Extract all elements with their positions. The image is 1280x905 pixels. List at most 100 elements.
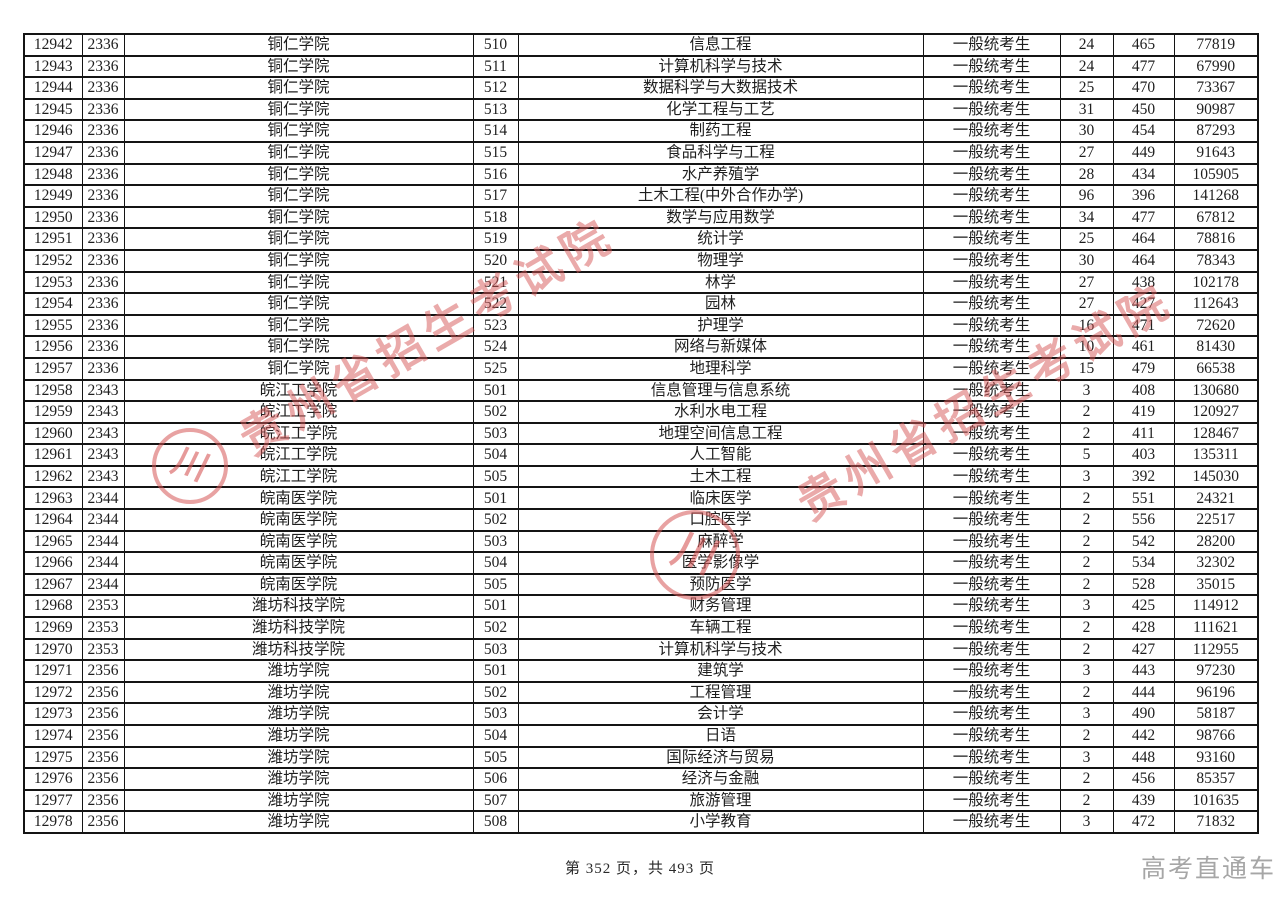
cell-seq: 12957 [23,356,83,381]
cell-major-name: 林学 [517,270,924,295]
cell-rank: 78816 [1173,227,1259,251]
cell-score: 438 [1112,270,1175,295]
cell-candidate-type: 一般统考生 [922,529,1061,554]
cell-rank: 130680 [1173,378,1259,403]
cell-candidate-type: 一般统考生 [922,97,1061,122]
cell-score: 454 [1112,119,1175,143]
cell-school-name: 潍坊学院 [123,659,474,683]
cell-rank: 120927 [1173,400,1259,424]
table-row: 12973 2356 潍坊学院 503 会计学 一般统考生 3 490 5818… [23,702,1259,726]
table-row: 12948 2336 铜仁学院 516 水产养殖学 一般统考生 28 434 1… [23,162,1259,187]
cell-count: 2 [1059,724,1114,748]
cell-count: 27 [1059,292,1114,316]
cell-candidate-type: 一般统考生 [922,140,1061,165]
cell-major-code: 523 [472,313,519,338]
cell-major-name: 人工智能 [517,443,924,467]
cell-seq: 12971 [23,659,83,683]
cell-score: 442 [1112,724,1175,748]
cell-school-name: 铜仁学院 [123,184,474,208]
brand-label: 高考直通车 [1141,856,1277,883]
cell-school-name: 铜仁学院 [123,313,474,338]
cell-major-code: 517 [472,184,519,208]
cell-school-name: 铜仁学院 [123,97,474,122]
cell-school-code: 2344 [81,572,125,597]
cell-major-name: 制药工程 [517,119,924,143]
cell-school-name: 铜仁学院 [123,162,474,187]
cell-count: 30 [1059,248,1114,273]
cell-seq: 12978 [23,810,83,834]
cell-major-code: 501 [472,594,519,619]
cell-rank: 28200 [1173,529,1259,554]
cell-school-name: 铜仁学院 [123,54,474,79]
cell-rank: 141268 [1173,184,1259,208]
cell-major-name: 统计学 [517,227,924,251]
cell-score: 443 [1112,659,1175,683]
cell-major-code: 524 [472,335,519,359]
cell-score: 449 [1112,140,1175,165]
cell-count: 2 [1059,529,1114,554]
table-row: 12972 2356 潍坊学院 502 工程管理 一般统考生 2 444 961… [23,680,1259,705]
cell-candidate-type: 一般统考生 [922,76,1061,100]
cell-seq: 12962 [23,464,83,489]
cell-candidate-type: 一般统考生 [922,616,1061,640]
cell-count: 27 [1059,270,1114,295]
cell-school-code: 2353 [81,616,125,640]
cell-school-code: 2336 [81,335,125,359]
cell-major-name: 建筑学 [517,659,924,683]
cell-school-code: 2336 [81,313,125,338]
cell-major-code: 503 [472,529,519,554]
cell-candidate-type: 一般统考生 [922,313,1061,338]
cell-candidate-type: 一般统考生 [922,508,1061,532]
cell-seq: 12954 [23,292,83,316]
table-row: 12964 2344 皖南医学院 502 口腔医学 一般统考生 2 556 22… [23,508,1259,532]
cell-seq: 12943 [23,54,83,79]
table-row: 12965 2344 皖南医学院 503 麻醉学 一般统考生 2 542 282… [23,529,1259,554]
table-row: 12958 2343 皖江工学院 501 信息管理与信息系统 一般统考生 3 4… [23,378,1259,403]
cell-count: 3 [1059,464,1114,489]
cell-major-name: 护理学 [517,313,924,338]
cell-school-code: 2336 [81,76,125,100]
cell-rank: 111621 [1173,616,1259,640]
cell-major-code: 522 [472,292,519,316]
cell-seq: 12960 [23,421,83,446]
table-row: 12959 2343 皖江工学院 502 水利水电工程 一般统考生 2 419 … [23,400,1259,424]
table-row: 12977 2356 潍坊学院 507 旅游管理 一般统考生 2 439 101… [23,788,1259,813]
cell-school-name: 潍坊学院 [123,680,474,705]
cell-score: 408 [1112,378,1175,403]
cell-major-name: 会计学 [517,702,924,726]
cell-candidate-type: 一般统考生 [922,810,1061,834]
cell-school-name: 皖江工学院 [123,421,474,446]
cell-rank: 85357 [1173,767,1259,791]
table-row: 12952 2336 铜仁学院 520 物理学 一般统考生 30 464 783… [23,248,1259,273]
cell-major-code: 501 [472,486,519,511]
cell-candidate-type: 一般统考生 [922,594,1061,619]
cell-major-name: 食品科学与工程 [517,140,924,165]
cell-count: 24 [1059,54,1114,79]
cell-school-name: 皖南医学院 [123,529,474,554]
cell-major-name: 日语 [517,724,924,748]
cell-school-code: 2353 [81,637,125,662]
cell-major-code: 505 [472,745,519,770]
cell-major-code: 520 [472,248,519,273]
cell-school-name: 潍坊学院 [123,724,474,748]
cell-rank: 90987 [1173,97,1259,122]
cell-school-code: 2343 [81,378,125,403]
cell-school-name: 铜仁学院 [123,140,474,165]
cell-major-name: 水利水电工程 [517,400,924,424]
cell-seq: 12959 [23,400,83,424]
cell-score: 403 [1112,443,1175,467]
cell-count: 24 [1059,33,1114,57]
cell-candidate-type: 一般统考生 [922,551,1061,575]
cell-rank: 32302 [1173,551,1259,575]
cell-candidate-type: 一般统考生 [922,464,1061,489]
cell-major-code: 515 [472,140,519,165]
cell-count: 2 [1059,421,1114,446]
cell-school-name: 铜仁学院 [123,356,474,381]
table-row: 12976 2356 潍坊学院 506 经济与金融 一般统考生 2 456 85… [23,767,1259,791]
table-row: 12949 2336 铜仁学院 517 土木工程(中外合作办学) 一般统考生 9… [23,184,1259,208]
cell-school-name: 潍坊学院 [123,767,474,791]
table-row: 12960 2343 皖江工学院 503 地理空间信息工程 一般统考生 2 41… [23,421,1259,446]
cell-school-name: 潍坊科技学院 [123,637,474,662]
table-row: 12943 2336 铜仁学院 511 计算机科学与技术 一般统考生 24 47… [23,54,1259,79]
cell-rank: 73367 [1173,76,1259,100]
